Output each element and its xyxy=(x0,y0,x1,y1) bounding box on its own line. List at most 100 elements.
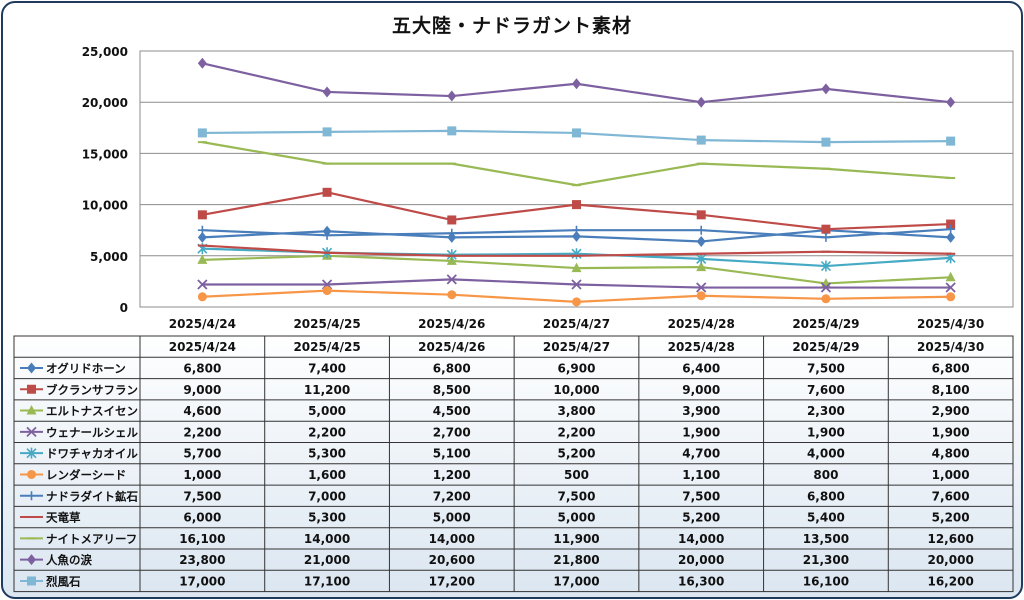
data-point xyxy=(696,291,706,301)
table-cell: 17,000 xyxy=(553,574,599,588)
table-cell: 9,000 xyxy=(183,383,221,397)
data-point xyxy=(945,282,956,293)
table-cell: 2,200 xyxy=(308,425,346,439)
data-point xyxy=(946,292,956,302)
y-tick-label: 15,000 xyxy=(82,147,128,161)
table-cell: 1,900 xyxy=(807,425,845,439)
data-point xyxy=(572,78,581,90)
table-cell: 17,000 xyxy=(179,574,225,588)
table-cell: 7,400 xyxy=(308,361,346,375)
data-point xyxy=(572,230,581,242)
table-cell: 4,700 xyxy=(682,447,720,461)
data-point xyxy=(821,137,831,147)
table-cell: 5,300 xyxy=(308,447,346,461)
table-cell: 17,100 xyxy=(304,574,350,588)
data-point xyxy=(26,426,37,437)
table-cell: 1,000 xyxy=(932,468,970,482)
legend-entry: ナドラダイト鉱石 xyxy=(20,489,138,503)
table-cell: 11,900 xyxy=(553,532,599,546)
table-cell: 6,800 xyxy=(183,361,221,375)
legend-entry: ウェナールシェル xyxy=(20,425,138,439)
table-cell: 21,800 xyxy=(553,553,599,567)
table-cell: 16,300 xyxy=(678,574,724,588)
table-cell: 3,900 xyxy=(682,404,720,418)
data-point xyxy=(27,362,36,374)
legend-entry: 天竜草 xyxy=(20,511,81,525)
data-point xyxy=(447,290,457,300)
data-point xyxy=(946,136,956,146)
legend-entry: エルトナスイセン xyxy=(20,404,138,418)
data-point xyxy=(322,187,332,197)
legend-label: レンダーシード xyxy=(46,468,126,482)
table-header-cell: 2025/4/25 xyxy=(293,340,360,354)
x-tick-label: 2025/4/24 xyxy=(169,317,236,331)
legend-label: 天竜草 xyxy=(46,511,81,525)
data-point xyxy=(571,279,582,290)
table-cell: 20,000 xyxy=(678,553,724,567)
series-line xyxy=(197,126,956,147)
legend-label: ドワチャカオイル xyxy=(46,447,138,461)
y-tick-label: 20,000 xyxy=(82,96,128,110)
data-point xyxy=(322,286,332,296)
series-line xyxy=(197,244,956,257)
table-cell: 5,000 xyxy=(433,511,471,525)
data-point xyxy=(197,292,207,302)
legend-label: ナドラダイト鉱石 xyxy=(46,489,138,503)
data-point xyxy=(26,447,37,459)
table-cell: 14,000 xyxy=(304,532,350,546)
table-cell: 13,500 xyxy=(803,532,849,546)
table-cell: 1,600 xyxy=(308,468,346,482)
data-point xyxy=(27,576,36,586)
data-point xyxy=(696,225,706,235)
table-cell: 1,200 xyxy=(433,468,471,482)
data-point xyxy=(820,282,832,293)
legend-entry: オグリドホーン xyxy=(20,361,126,375)
data-point xyxy=(27,554,36,566)
table-cell: 5,200 xyxy=(682,511,720,525)
table-cell: 5,200 xyxy=(932,511,970,525)
legend-entry: 烈風石 xyxy=(20,574,81,588)
series-line xyxy=(197,286,956,307)
table-header-cell: 2025/4/28 xyxy=(668,340,735,354)
table-cell: 5,000 xyxy=(558,511,596,525)
table-cell: 8,500 xyxy=(433,383,471,397)
data-point xyxy=(322,127,332,137)
line-chart: 0 5,000 10,000 15,000 20,000 25,000 2025/4/24 2… xyxy=(13,45,1014,593)
legend-label: 烈風石 xyxy=(46,574,81,588)
table-cell: 5,200 xyxy=(558,447,596,461)
data-point xyxy=(821,232,831,242)
y-tick-label: 25,000 xyxy=(82,45,128,59)
legend-label: エルトナスイセン xyxy=(46,404,138,418)
data-point xyxy=(946,219,956,229)
table-cell: 6,000 xyxy=(183,511,221,525)
legend-label: ブクランサフラン xyxy=(46,383,138,397)
x-tick-label: 2025/4/27 xyxy=(543,317,610,331)
x-tick-label: 2025/4/28 xyxy=(668,317,735,331)
table-cell: 2,900 xyxy=(932,404,970,418)
series-line xyxy=(197,57,956,108)
data-point xyxy=(696,235,706,247)
table-cell: 5,400 xyxy=(807,511,845,525)
table-cell: 800 xyxy=(813,468,838,482)
table-cell: 6,400 xyxy=(682,361,720,375)
table-cell: 2,300 xyxy=(807,404,845,418)
legend-entry: ブクランサフラン xyxy=(20,383,138,397)
x-tick-label: 2025/4/29 xyxy=(792,317,859,331)
data-point xyxy=(946,96,956,108)
table-cell: 7,500 xyxy=(682,489,720,503)
table-cell: 16,200 xyxy=(927,574,973,588)
table-cell: 2,200 xyxy=(558,425,596,439)
table-cell: 7,200 xyxy=(433,489,471,503)
table-cell: 14,000 xyxy=(678,532,724,546)
table-cell: 4,600 xyxy=(183,404,221,418)
data-point xyxy=(27,384,36,394)
data-point xyxy=(696,282,707,293)
table-cell: 21,300 xyxy=(803,553,849,567)
data-point xyxy=(447,126,457,136)
data-point xyxy=(696,135,706,145)
data-point xyxy=(572,297,581,307)
data-point xyxy=(27,469,36,479)
x-tick-label: 2025/4/26 xyxy=(418,317,485,331)
table-cell: 1,900 xyxy=(682,425,720,439)
table-cell: 20,600 xyxy=(429,553,475,567)
